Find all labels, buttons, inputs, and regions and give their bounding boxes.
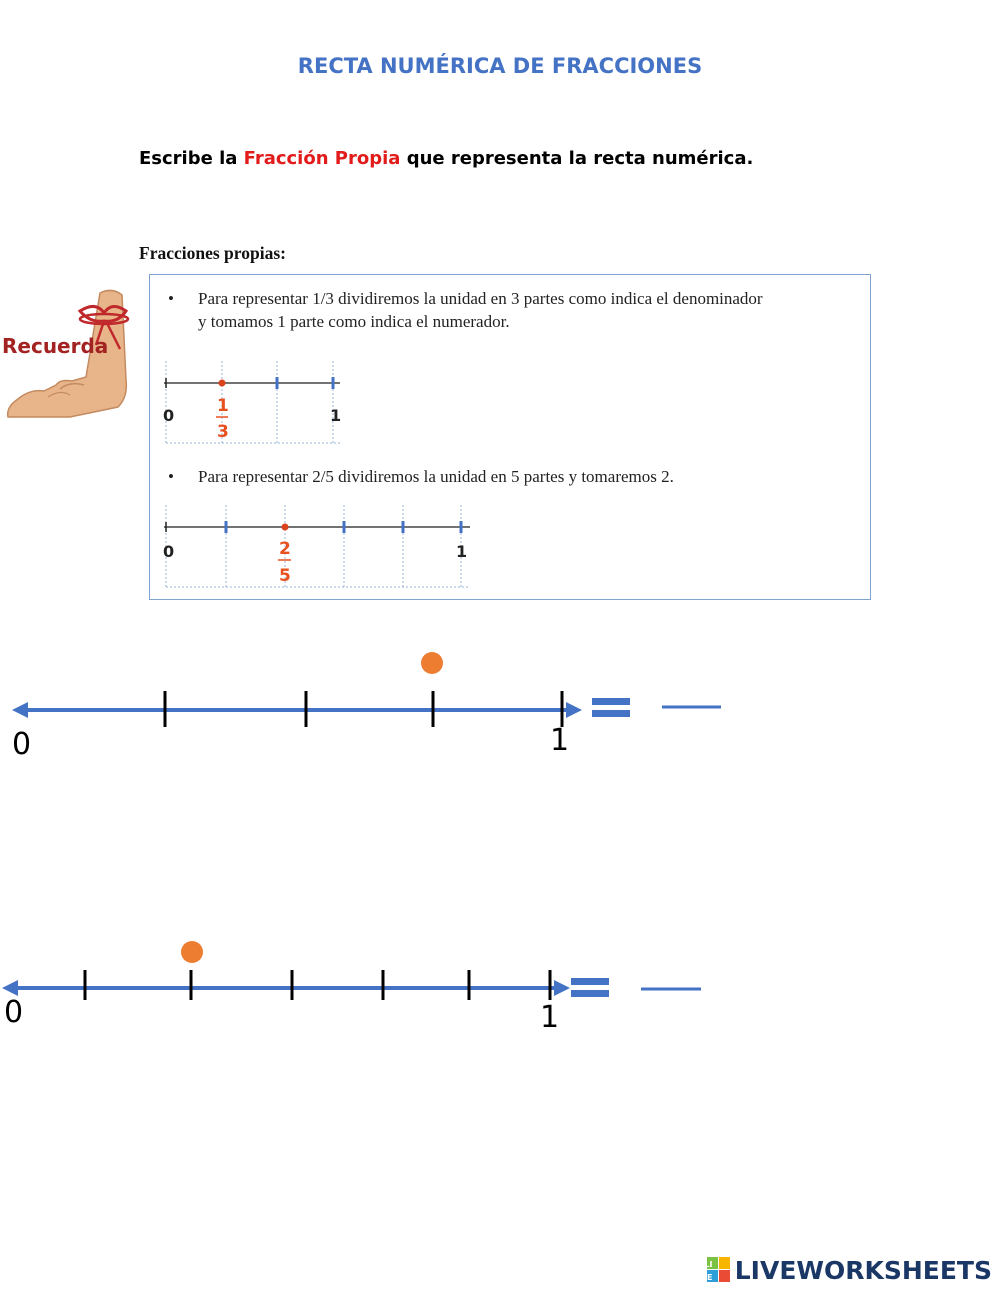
instruction-part2: que representa la recta numérica.	[400, 148, 754, 169]
example-2-denominator: 5	[279, 566, 291, 586]
exercise-1-start-label: 0	[12, 727, 32, 762]
example-2-numerator: 2	[279, 539, 291, 559]
equals-sign-bottom	[592, 710, 630, 717]
exercise-1	[12, 652, 721, 727]
equals-sign-top	[592, 698, 630, 705]
exercise-2-end-label: 1	[540, 1000, 560, 1035]
example-1-number-line: 0 1 1 3	[163, 361, 341, 444]
example-1-end: 1	[330, 406, 341, 425]
recuerda-finger-illustration: Recuerda	[2, 289, 130, 418]
bullet-1-line2: y tomamos 1 parte como indica el numerad…	[198, 312, 510, 331]
exercise-2-start-label: 0	[4, 995, 24, 1030]
bullet-2-line1: Para representar 2/5 dividiremos la unid…	[198, 467, 674, 486]
liveworksheets-logo: LI VE LIVEWORKSHEETS	[706, 1254, 992, 1286]
bullet-dot: •	[168, 467, 174, 486]
example-2-number-line: 0 1 2 5	[163, 505, 470, 588]
exercise-2	[2, 941, 701, 1000]
instruction: Escribe la Fracción Propia que represent…	[139, 148, 753, 169]
example-1-denominator: 3	[217, 422, 229, 442]
exercise-2-right-arrow	[554, 980, 570, 996]
equals-sign-top	[571, 978, 609, 985]
badge-bottom: VE	[707, 1273, 713, 1282]
example-2-end: 1	[456, 542, 467, 561]
example-1-start: 0	[163, 406, 174, 425]
bullet-dot: •	[168, 289, 174, 308]
page-title: RECTA NUMÉRICA DE FRACCIONES	[297, 54, 703, 78]
exercise-1-left-arrow	[12, 702, 28, 718]
equals-sign-bottom	[571, 990, 609, 997]
example-1-numerator: 1	[217, 396, 229, 416]
recuerda-label: Recuerda	[2, 334, 108, 358]
instruction-part1: Escribe la	[139, 148, 244, 169]
exercise-2-point	[181, 941, 203, 963]
exercise-1-right-arrow	[566, 702, 582, 718]
bullet-1-line1: Para representar 1/3 dividiremos la unid…	[198, 289, 763, 308]
example-2-start: 0	[163, 542, 174, 561]
exercise-2-left-arrow	[2, 980, 18, 996]
badge-top: LI	[707, 1260, 713, 1269]
exercise-1-point	[421, 652, 443, 674]
exercise-1-end-label: 1	[550, 723, 570, 758]
bullet-1: • Para representar 1/3 dividiremos la un…	[168, 287, 863, 333]
reminder-box: • Para representar 1/3 dividiremos la un…	[149, 274, 871, 600]
subheading: Fracciones propias:	[139, 243, 286, 263]
instruction-highlight: Fracción Propia	[243, 148, 401, 169]
liveworksheets-wordmark: LIVEWORKSHEETS	[734, 1255, 992, 1285]
bullet-2: • Para representar 2/5 dividiremos la un…	[168, 465, 863, 488]
liveworksheets-badge-icon: LI VE	[706, 1257, 730, 1282]
